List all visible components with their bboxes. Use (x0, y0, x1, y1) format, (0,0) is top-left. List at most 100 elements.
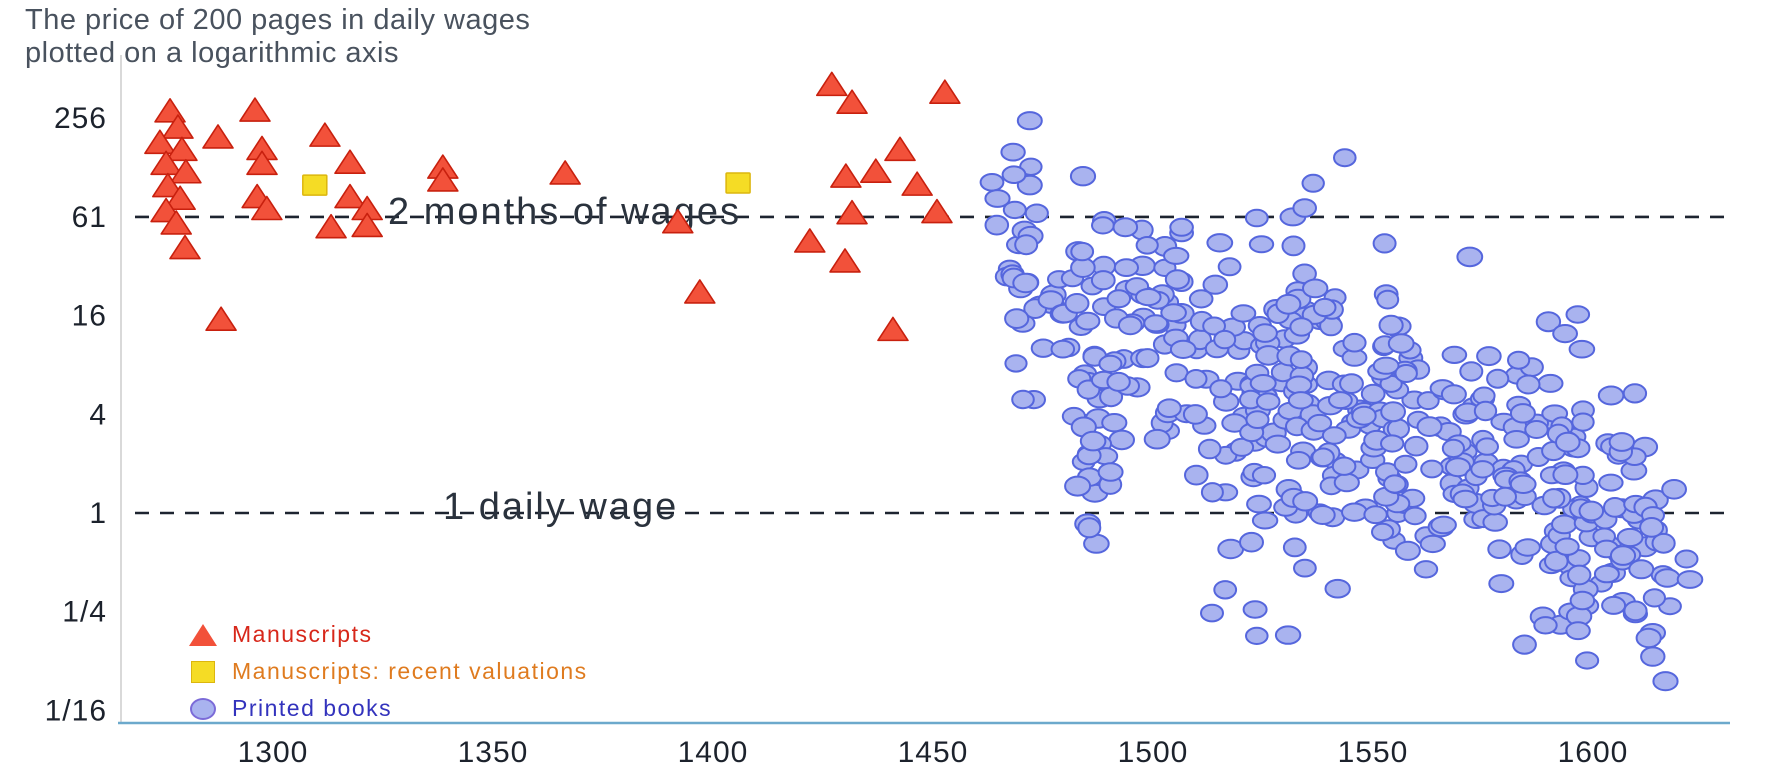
printed-book-point (1394, 540, 1421, 561)
valuations-square-icon (188, 660, 218, 683)
printed-book-point (1616, 527, 1644, 548)
manuscript-point (427, 167, 459, 192)
printed-book-point (1441, 438, 1466, 459)
manuscript-point (169, 234, 201, 260)
printed-book-point (1245, 410, 1270, 430)
printed-book-point (1289, 317, 1314, 337)
printed-book-point (1552, 324, 1578, 344)
printed-book-point (1246, 494, 1272, 514)
manuscript-point (246, 150, 278, 176)
printed-book-point (1239, 531, 1264, 553)
printed-book-point (1533, 616, 1558, 635)
printed-book-point (1444, 457, 1472, 478)
printed-book-point (1452, 489, 1479, 509)
printed-book-point (1333, 472, 1360, 493)
printed-book-point (1475, 437, 1499, 456)
printed-book-point (1609, 545, 1637, 566)
valuation-point (725, 172, 751, 194)
manuscript-point (202, 124, 234, 149)
printed-book-point (1163, 246, 1190, 265)
printed-book-point (1642, 588, 1667, 608)
y-tick-label: 1/16 (45, 694, 107, 727)
printed-book-point (1516, 374, 1541, 395)
printed-book-point (1156, 398, 1182, 419)
printed-book-point (1230, 304, 1257, 323)
printed-book-point (1403, 506, 1427, 526)
printed-book-point (1372, 356, 1400, 375)
printed-book-point (1623, 600, 1648, 622)
printed-book-point (1160, 303, 1187, 323)
printed-book-point (1091, 216, 1115, 235)
printed-book-point (1512, 634, 1537, 655)
printed-book-point (1339, 373, 1364, 395)
printed-book-point (1372, 233, 1397, 254)
printed-book-point (1004, 354, 1028, 373)
x-tick-label: 1350 (458, 736, 529, 769)
printed-book-point (1264, 434, 1292, 454)
printed-book-point (1640, 646, 1666, 667)
printed-book-point (1312, 297, 1337, 318)
printed-book-point (1403, 435, 1429, 457)
printed-book-point (1229, 437, 1255, 457)
manuscript-point (144, 129, 176, 155)
manuscript-point (205, 306, 237, 331)
manuscript-point (929, 79, 961, 104)
printed-book-point (1328, 391, 1353, 410)
printed-book-point (1281, 235, 1306, 257)
legend-item-printed-books: Printed books (188, 690, 588, 727)
printed-book-point (984, 214, 1010, 236)
printed-book-point (1674, 549, 1699, 569)
printed-book-point (1311, 447, 1335, 468)
manuscript-point (334, 149, 366, 175)
manuscript-point (166, 136, 198, 162)
manuscripts-points (144, 71, 961, 342)
printed-book-point (1248, 235, 1275, 254)
printed-book-point (1255, 392, 1281, 411)
printed-book-point (1108, 429, 1136, 451)
printed-book-point (1524, 420, 1549, 439)
printed-book-point (1070, 241, 1095, 262)
printed-book-point (1001, 165, 1027, 184)
printed-book-point (1213, 580, 1238, 600)
x-tick-label: 1400 (678, 736, 749, 769)
printed-book-point (1551, 514, 1578, 535)
printed-book-point (1292, 198, 1317, 218)
x-tick-label: 1450 (898, 736, 969, 769)
printed-book-point (1252, 323, 1278, 343)
manuscript-point (884, 136, 916, 162)
printed-book-point (1565, 305, 1591, 324)
printed-book-point (1341, 502, 1368, 522)
printed-book-point (1209, 379, 1233, 399)
legend-label-manuscripts: Manuscripts (232, 621, 373, 647)
printed-book-point (1342, 332, 1367, 353)
printed-book-point (1143, 314, 1169, 333)
x-tick-label: 1300 (238, 736, 309, 769)
printed-book-point (1292, 491, 1319, 512)
printed-book-point (1363, 505, 1388, 525)
printed-book-point (1274, 625, 1302, 645)
printed-book-point (1249, 374, 1277, 393)
printed-book-point (1486, 368, 1510, 389)
printed-book-point (1004, 308, 1030, 330)
printed-book-point (1285, 451, 1312, 470)
printed-books-points (979, 111, 1704, 692)
printed-book-point (1387, 333, 1415, 354)
printed-book-point (1098, 354, 1123, 373)
printed-book-point (1652, 671, 1679, 692)
printed-book-point (1202, 316, 1226, 336)
manuscript-point (162, 114, 194, 139)
printed-book-point (1014, 234, 1039, 256)
printed-book-point (1507, 350, 1531, 370)
printed-book-point (1075, 311, 1101, 331)
manuscript-point (901, 171, 933, 196)
printed-book-point (1542, 488, 1566, 509)
printed-book-point (1351, 405, 1377, 426)
printed-book-point (1456, 246, 1484, 268)
printed-books-circle-icon (188, 697, 218, 720)
printed-book-point (1090, 270, 1116, 291)
printed-book-point (1309, 505, 1336, 525)
manuscript-point (152, 172, 184, 198)
printed-book-point (1394, 364, 1418, 383)
printed-book-point (1143, 428, 1171, 450)
